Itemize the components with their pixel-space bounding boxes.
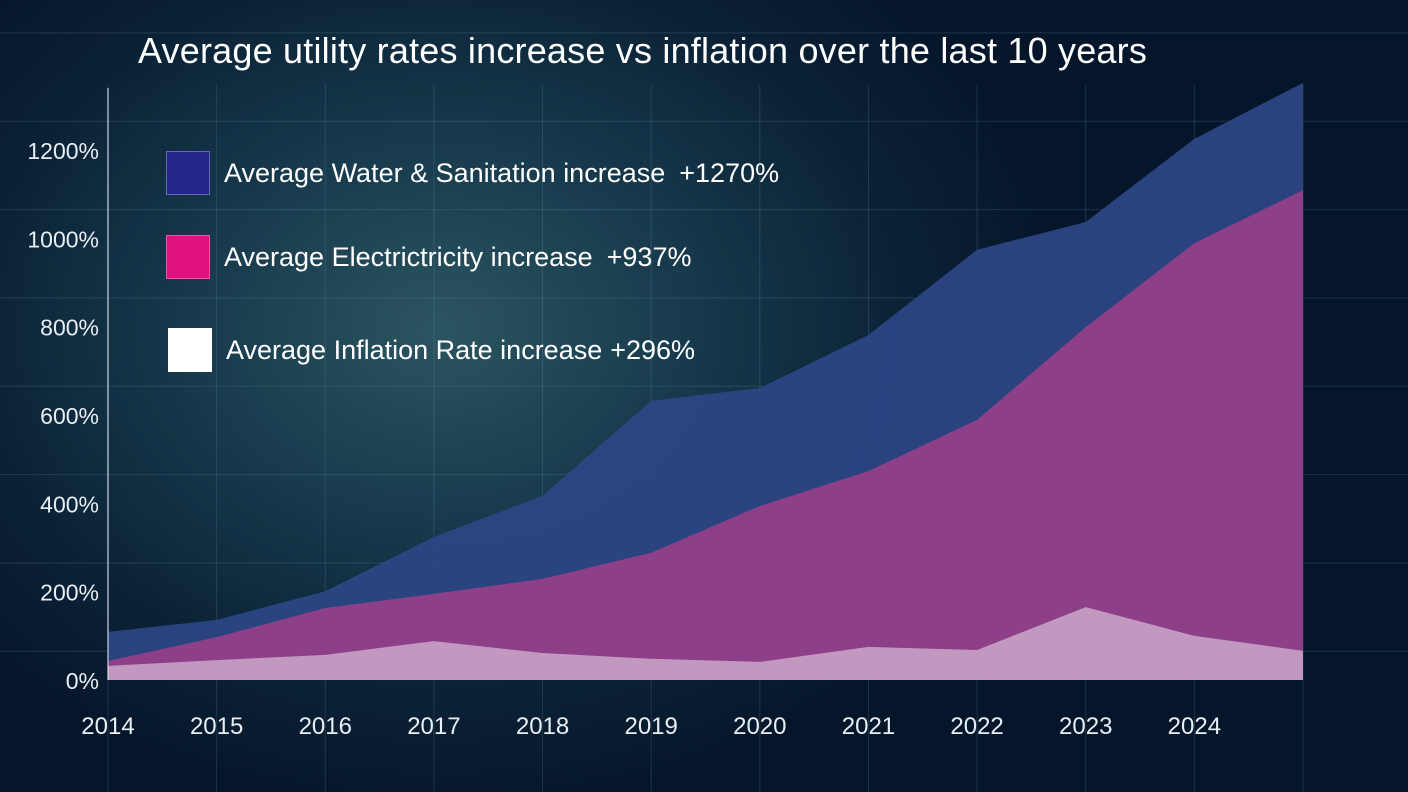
- legend-label: Average Water & Sanitation increase: [224, 157, 666, 188]
- legend-value: +296%: [610, 334, 696, 365]
- x-tick-label: 2014: [81, 713, 134, 740]
- y-tick-label: 0%: [66, 668, 99, 694]
- area-series-1: [108, 190, 1303, 680]
- legend-item-water: Average Water & Sanitation increase +127…: [166, 151, 779, 195]
- y-tick-label: 1200%: [27, 138, 99, 164]
- legend-item-electricity: Average Electrictricity increase +937%: [166, 235, 691, 279]
- y-tick-label: 800%: [40, 315, 99, 341]
- x-tick-label: 2022: [950, 713, 1003, 740]
- area-series-2: [108, 607, 1303, 680]
- legend-value: +1270%: [679, 157, 780, 188]
- legend-item-inflation: Average Inflation Rate increase +296%: [168, 328, 695, 372]
- y-tick-label: 1000%: [27, 226, 99, 252]
- x-tick-label: 2017: [407, 713, 460, 740]
- legend-label: Average Electrictricity increase: [224, 241, 593, 272]
- y-tick-label: 400%: [40, 491, 99, 517]
- x-tick-label: 2016: [299, 713, 352, 740]
- legend-swatch-inflation: [168, 328, 212, 372]
- x-tick-label: 2018: [516, 713, 569, 740]
- y-tick-label: 600%: [40, 403, 99, 429]
- x-tick-label: 2015: [190, 713, 243, 740]
- legend-swatch-water: [166, 151, 210, 195]
- x-tick-label: 2020: [733, 713, 786, 740]
- legend-label: Average Inflation Rate increase: [226, 334, 603, 365]
- x-tick-label: 2023: [1059, 713, 1112, 740]
- x-tick-label: 2021: [842, 713, 895, 740]
- chart-title: Average utility rates increase vs inflat…: [138, 30, 1148, 71]
- legend-value: +937%: [606, 241, 692, 272]
- legend-swatch-electricity: [166, 235, 210, 279]
- x-tick-label: 2019: [624, 713, 677, 740]
- x-tick-label: 2024: [1168, 713, 1221, 740]
- y-tick-label: 200%: [40, 580, 99, 606]
